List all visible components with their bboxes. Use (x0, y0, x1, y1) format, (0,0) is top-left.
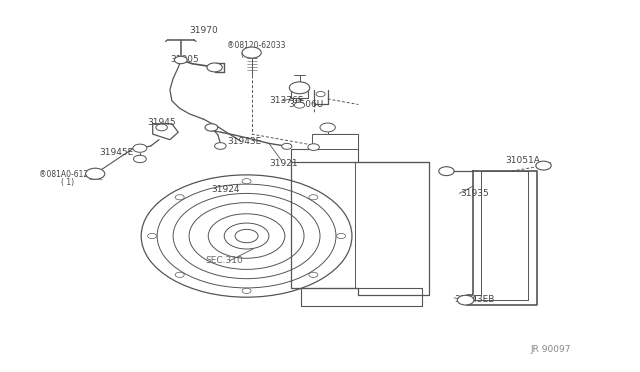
Circle shape (133, 144, 147, 152)
Circle shape (458, 295, 474, 305)
Circle shape (536, 161, 551, 170)
Circle shape (174, 56, 187, 64)
Circle shape (242, 179, 251, 184)
Bar (291, 88, 308, 98)
Circle shape (175, 272, 184, 278)
Circle shape (289, 82, 310, 94)
Circle shape (134, 155, 147, 163)
Circle shape (205, 124, 218, 131)
Circle shape (308, 144, 319, 150)
Text: SEC.310: SEC.310 (205, 256, 243, 264)
Circle shape (207, 63, 222, 72)
Circle shape (316, 92, 325, 97)
Text: 31943EB: 31943EB (454, 295, 495, 304)
Circle shape (282, 143, 292, 149)
Text: 31943E: 31943E (227, 137, 262, 146)
Text: 31051A: 31051A (505, 155, 540, 164)
Circle shape (242, 47, 261, 58)
Circle shape (175, 195, 184, 200)
Circle shape (439, 167, 454, 176)
Text: ( 1): ( 1) (61, 178, 74, 187)
Bar (312, 134, 358, 149)
Circle shape (214, 142, 226, 149)
Circle shape (337, 234, 346, 238)
Text: ( 1): ( 1) (241, 50, 255, 59)
Circle shape (156, 124, 168, 131)
Text: 31924: 31924 (211, 185, 240, 194)
Circle shape (86, 168, 105, 179)
Circle shape (294, 102, 305, 108)
Text: 31945E: 31945E (100, 148, 134, 157)
Circle shape (309, 195, 318, 200)
Text: JR 90097: JR 90097 (531, 344, 572, 353)
Text: ®081A0-6121A: ®081A0-6121A (39, 170, 98, 179)
Text: 31376E: 31376E (269, 96, 303, 105)
Text: ®08120-62033: ®08120-62033 (227, 41, 286, 50)
Text: 31506U: 31506U (288, 100, 323, 109)
Text: 31970: 31970 (189, 26, 218, 35)
Text: 31935: 31935 (461, 189, 489, 198)
Circle shape (309, 272, 318, 278)
Circle shape (242, 288, 251, 294)
Text: 31905: 31905 (170, 55, 198, 64)
Circle shape (148, 234, 157, 238)
Circle shape (320, 123, 335, 132)
Text: 31945: 31945 (148, 119, 176, 128)
Text: 31921: 31921 (269, 159, 298, 168)
